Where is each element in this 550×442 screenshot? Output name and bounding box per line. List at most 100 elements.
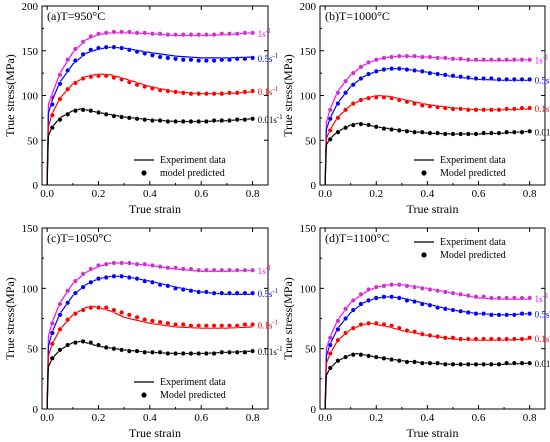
- model-point: [88, 279, 94, 285]
- model-point: [250, 30, 256, 36]
- model-point: [250, 55, 256, 61]
- model-point: [188, 266, 194, 272]
- model-point: [465, 361, 471, 367]
- y-axis-title: True stress(MPa): [281, 54, 295, 137]
- model-point: [219, 349, 225, 355]
- model-point: [442, 55, 448, 61]
- model-point: [435, 55, 441, 61]
- model-point: [88, 108, 94, 114]
- y-tick-label: 100: [300, 91, 317, 103]
- model-point: [165, 350, 171, 356]
- model-point: [442, 105, 448, 111]
- model-point: [419, 301, 425, 307]
- model-point: [404, 359, 410, 365]
- model-point: [427, 70, 433, 76]
- model-point: [527, 57, 533, 63]
- y-tick-label: 150: [22, 223, 39, 235]
- model-point: [188, 323, 194, 329]
- model-point: [72, 58, 78, 64]
- model-point: [234, 90, 240, 96]
- strain-rate-label: 0.01s-1: [258, 113, 284, 125]
- model-point: [343, 107, 349, 113]
- y-tick-label: 150: [300, 223, 317, 235]
- model-point: [396, 295, 402, 301]
- model-point: [196, 91, 202, 97]
- model-point: [419, 68, 425, 74]
- model-point: [481, 75, 487, 81]
- x-tick-label: 0.6: [472, 188, 486, 200]
- model-point: [450, 335, 456, 341]
- model-point: [119, 114, 125, 120]
- model-point: [65, 86, 71, 92]
- model-point: [527, 335, 533, 341]
- model-point: [427, 130, 433, 136]
- model-point: [481, 130, 487, 136]
- model-point: [465, 309, 471, 315]
- model-point: [488, 361, 494, 367]
- model-point: [142, 30, 148, 36]
- model-point: [211, 118, 217, 124]
- panel-title: (a)T=950°C: [47, 9, 105, 23]
- y-tick-label: 200: [22, 1, 39, 13]
- plot-frame: [319, 5, 546, 186]
- model-point: [226, 267, 232, 273]
- model-point: [65, 111, 71, 117]
- legend-marker-label: model predicted: [160, 168, 225, 179]
- model-point: [327, 136, 333, 142]
- model-point: [250, 116, 256, 122]
- model-point: [234, 349, 240, 355]
- model-point: [203, 267, 209, 273]
- model-point: [142, 50, 148, 56]
- model-point: [442, 289, 448, 295]
- y-tick-label: 0: [311, 180, 317, 192]
- model-point: [72, 311, 78, 317]
- strain-rate-label: 1s-1: [535, 54, 549, 66]
- model-point: [373, 320, 379, 326]
- model-point: [111, 346, 117, 352]
- plot-frame: [41, 5, 269, 186]
- model-point: [226, 90, 232, 96]
- model-point: [527, 311, 533, 317]
- model-point: [234, 31, 240, 37]
- model-point: [496, 107, 502, 113]
- model-point: [211, 91, 217, 97]
- model-point: [126, 115, 132, 121]
- model-point: [366, 287, 372, 293]
- x-tick-label: 0.4: [421, 188, 435, 200]
- y-tick-label: 0: [33, 180, 39, 192]
- model-point: [134, 261, 140, 267]
- model-point: [57, 312, 63, 318]
- model-point: [234, 56, 240, 62]
- model-point: [396, 53, 402, 59]
- model-point: [103, 344, 109, 350]
- model-point: [335, 90, 341, 96]
- model-point: [350, 70, 356, 76]
- x-tick-label: 0.2: [369, 188, 383, 200]
- model-point: [203, 289, 209, 295]
- model-point: [65, 317, 71, 323]
- model-point: [157, 31, 163, 37]
- model-point: [519, 76, 525, 82]
- model-point: [389, 294, 395, 300]
- model-point: [519, 295, 525, 301]
- model-point: [165, 88, 171, 94]
- model-point: [203, 350, 209, 356]
- model-point: [465, 336, 471, 342]
- model-point: [412, 67, 418, 73]
- strain-rate-label: 0.1s-1: [258, 85, 279, 97]
- model-point: [473, 131, 479, 137]
- model-point: [111, 273, 117, 279]
- model-point: [88, 47, 94, 53]
- model-point: [450, 290, 456, 296]
- model-point: [111, 44, 117, 50]
- model-point: [103, 111, 109, 117]
- model-point: [173, 56, 179, 62]
- model-point: [358, 322, 364, 328]
- y-tick-label: 200: [300, 1, 317, 13]
- y-tick-label: 50: [305, 344, 317, 356]
- model-point: [134, 276, 140, 282]
- model-point: [88, 74, 94, 80]
- panel-d: 0.0 0.2 0.4 0.6 0.8 0 50 100 150 True strain True …: [281, 223, 550, 440]
- strain-rate-label: 0.5s-1: [258, 52, 279, 64]
- model-point: [80, 39, 86, 45]
